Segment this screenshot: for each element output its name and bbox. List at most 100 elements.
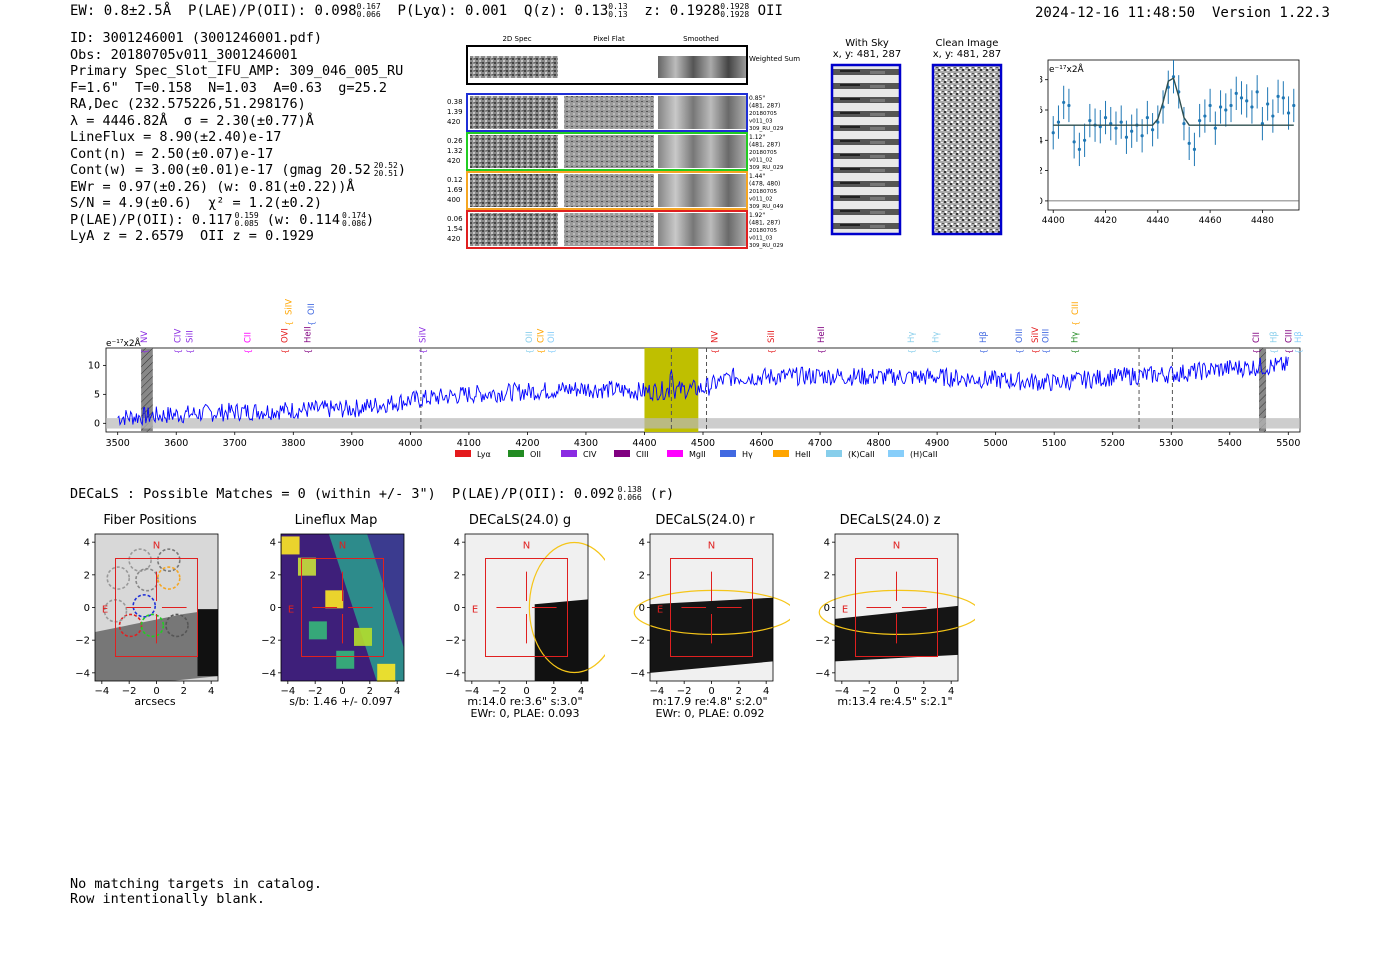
legend-label: HeII <box>795 450 811 459</box>
svg-text:{: { <box>244 349 253 354</box>
ew-value: EW: 0.8±2.5Å <box>70 3 172 19</box>
info-ewr: EWr = 0.97(±0.26) (w: 0.81(±0.22))Å <box>70 178 355 195</box>
spec2d-row-stat: 1.32 <box>447 147 463 155</box>
decals-header: DECaLS : Possible Matches = 0 (within +/… <box>70 485 675 503</box>
svg-text:CII: CII <box>244 332 254 343</box>
cutout-ytick: −2 <box>630 636 645 647</box>
zoom-data-point <box>1266 102 1270 106</box>
cutout-ytick: 2 <box>639 570 645 581</box>
spec2d-row-info: 20180705 <box>749 228 777 234</box>
line-id-label: CII { <box>244 332 254 354</box>
spec2d-row: 0.06 1.54 420 1.92"(481, 287)20180705 v011_0… <box>447 210 784 249</box>
cutout-title: DECaLS(24.0) g <box>468 513 572 528</box>
zoom-data-point <box>1067 103 1071 108</box>
zoom-ytick: 6 <box>1040 106 1043 116</box>
line-id-label: Hβ { <box>979 331 989 354</box>
svg-text:{: { <box>1252 349 1261 354</box>
zoom-data-point <box>1150 128 1155 132</box>
search-box <box>855 558 938 657</box>
legend-swatch <box>614 450 630 457</box>
svg-text:{: { <box>931 349 940 354</box>
main-plot-frame <box>105 347 1301 433</box>
legend-label: OII <box>530 450 541 459</box>
weighted-sum-label: Weighted Sum <box>749 55 800 63</box>
line-id-label: NV { <box>711 331 721 354</box>
info-fit: F=1.6" T=0.158 N=1.03 A=0.63 g=25.2 <box>70 79 387 96</box>
cutout-ytick: 0 <box>639 603 645 614</box>
svg-text:{: { <box>186 349 195 354</box>
line-id-label: OIII { <box>1015 329 1025 354</box>
cutout-title: DECaLS(24.0) z <box>839 513 941 528</box>
zoom-data-point <box>1286 111 1291 115</box>
cutout-caption-line1: m:13.4 re:4.5" s:2.1" <box>837 695 953 708</box>
main-xtick: 4000 <box>398 438 422 449</box>
detection-info: ID: 3001246001 (3001246001.pdf) Obs: 2018… <box>70 30 406 245</box>
cutout-caption: m:17.9 re:4.8" s:2.0" EWr: 0, PLAE: 0.092 <box>635 696 785 720</box>
zoom-ytick: 0 <box>1040 197 1043 207</box>
svg-text:{: { <box>1294 349 1303 354</box>
svg-text:{: { <box>419 349 428 354</box>
main-xtick: 5300 <box>1159 438 1183 449</box>
zoom-data-point <box>1124 135 1129 139</box>
zoom-data-point <box>1229 103 1233 108</box>
svg-text:Hγ: Hγ <box>931 332 941 343</box>
svg-text:{: { <box>767 349 776 354</box>
cutout-ytick: 2 <box>84 570 90 581</box>
zoom-data-point <box>1072 140 1076 144</box>
zoom-data-point <box>1187 141 1191 145</box>
cutout-ytick: −2 <box>261 636 276 647</box>
svg-text:{: { <box>140 349 149 354</box>
line-id-label: SiIV { <box>419 327 429 354</box>
spec2d-row-stat: 420 <box>447 118 460 126</box>
legend-item: MgII <box>667 450 706 459</box>
svg-text:{: { <box>817 349 826 354</box>
legend-item: OII <box>508 450 541 459</box>
cutout-ytick: −4 <box>630 668 645 679</box>
cutout-caption-line1: s/b: 1.46 +/- 0.097 <box>289 695 393 708</box>
aperture-ellipse <box>633 589 790 635</box>
info-primary: Primary Spec_Slot_IFU_AMP: 309_046_005_R… <box>70 63 404 79</box>
footer-line2: Row intentionally blank. <box>70 891 266 907</box>
main-xtick: 5200 <box>1101 438 1125 449</box>
cutout-xtick: 0 <box>708 686 714 697</box>
zoom-data-point <box>1062 100 1066 105</box>
cutout-xtick: 0 <box>339 686 345 697</box>
main-xtick: 4400 <box>632 438 656 449</box>
cutout-xtick: 0 <box>153 686 159 697</box>
noise-band <box>106 418 1300 429</box>
zoom-data-point <box>1276 94 1280 98</box>
clean-image-title: Clean Image x, y: 481, 287 <box>932 38 1002 60</box>
fiber-circle <box>140 613 165 638</box>
cutout-caption-line2: EWr: 0, PLAE: 0.092 <box>655 707 765 720</box>
zoom-data-point <box>1260 122 1264 126</box>
with-sky-title: With Sky x, y: 481, 287 <box>832 38 902 60</box>
svg-text:{: { <box>525 349 534 354</box>
north-label: N <box>339 541 346 552</box>
svg-text:{: { <box>303 349 312 354</box>
flux-blob <box>281 536 300 555</box>
svg-text:CIII: CIII <box>1071 302 1081 315</box>
spec2d-row-info: 1.44" <box>749 173 765 180</box>
cutout-ytick: 0 <box>270 603 276 614</box>
svg-text:SiII: SiII <box>186 330 196 343</box>
svg-text:{: { <box>711 349 720 354</box>
svg-text:{: { <box>1270 349 1279 354</box>
north-label: N <box>893 541 900 552</box>
zoom-data-point <box>1140 134 1144 138</box>
line-id-label: OII { <box>525 331 535 354</box>
svg-text:{: { <box>1071 321 1080 326</box>
zoom-data-point <box>1171 75 1176 79</box>
legend-swatch <box>667 450 683 457</box>
info-plae: P(LAE)/P(OII): 0.117 0.159 0.085 (w: 0.114… <box>70 210 375 228</box>
col-title-2dspec: 2D Spec <box>502 35 531 43</box>
plya-value: P(Lyα): 0.001 <box>397 3 508 19</box>
flux-blob <box>308 621 327 640</box>
zoom-ytick: 2 <box>1040 167 1043 177</box>
line-id-label: CIV { <box>173 329 183 354</box>
svg-text:HeII: HeII <box>303 326 313 343</box>
zoom-data-point <box>1156 120 1160 124</box>
legend-item: CIII <box>614 450 649 459</box>
legend-swatch <box>720 450 736 457</box>
main-unit-label: e⁻¹⁷x2Å <box>106 337 142 349</box>
footer-line1: No matching targets in catalog. <box>70 876 322 892</box>
